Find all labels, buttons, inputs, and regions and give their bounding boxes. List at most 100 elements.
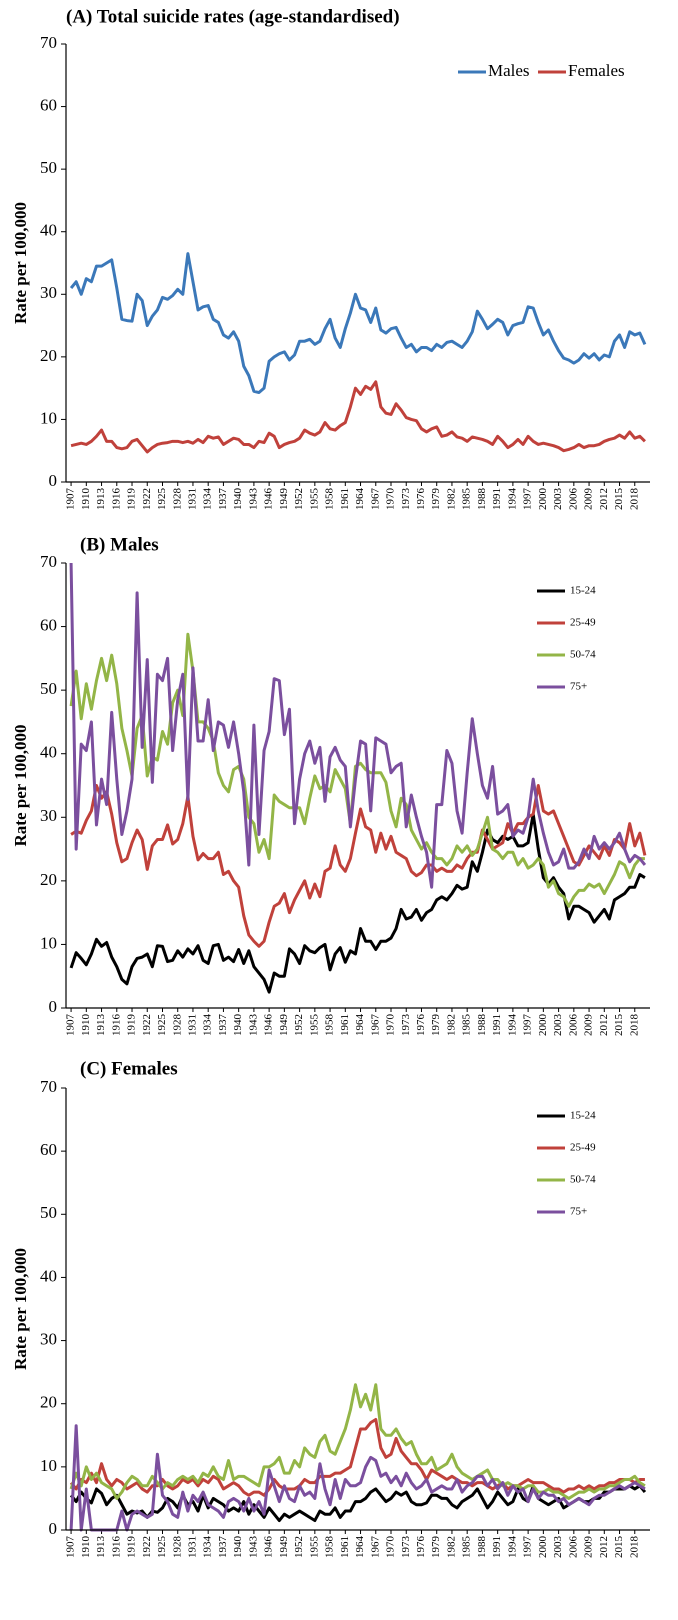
legend-label: Males: [488, 61, 530, 80]
x-tick-label: 1922: [141, 488, 153, 510]
x-tick-label: 1940: [232, 1536, 244, 1559]
y-tick-label: 0: [49, 471, 58, 490]
x-tick-label: 1955: [308, 1014, 320, 1037]
y-tick-label: 60: [40, 95, 57, 114]
y-axis-label: Rate per 100,000: [11, 725, 30, 847]
y-tick-label: 40: [40, 1266, 57, 1285]
x-tick-label: 1964: [354, 488, 366, 511]
x-tick-label: 1916: [110, 1014, 122, 1037]
x-tick-label: 1994: [506, 1536, 518, 1559]
chart-title: (C) Females: [80, 1058, 178, 1079]
x-tick-label: 2003: [552, 488, 564, 511]
x-tick-label: 1952: [293, 1536, 305, 1558]
x-tick-label: 1934: [202, 1536, 214, 1559]
x-tick-label: 1991: [491, 1014, 503, 1036]
x-tick-label: 1913: [95, 1536, 107, 1559]
x-tick-label: 1997: [522, 1536, 534, 1559]
x-tick-label: 1973: [400, 1014, 412, 1037]
y-tick-label: 70: [40, 552, 57, 571]
x-tick-label: 1988: [476, 488, 488, 511]
x-tick-label: 1994: [506, 1014, 518, 1037]
y-axis-label: Rate per 100,000: [11, 202, 30, 324]
x-tick-label: 1976: [415, 1014, 427, 1037]
y-tick-label: 30: [40, 1329, 57, 1348]
x-tick-label: 1952: [293, 488, 305, 510]
x-tick-label: 1919: [126, 1536, 138, 1559]
x-tick-label: 1922: [141, 1536, 153, 1558]
x-tick-label: 1919: [126, 1014, 138, 1037]
x-tick-label: 1970: [385, 1536, 397, 1559]
legend-label: 25-49: [570, 1142, 596, 1154]
legend-label: 15-24: [570, 585, 596, 597]
x-tick-label: 1907: [65, 488, 77, 511]
x-tick-label: 1955: [308, 488, 320, 511]
x-tick-label: 1916: [110, 1536, 122, 1559]
y-tick-label: 70: [40, 33, 57, 52]
x-tick-label: 1961: [339, 488, 351, 510]
x-tick-label: 1949: [278, 1536, 290, 1559]
x-tick-label: 1928: [171, 1014, 183, 1037]
x-tick-label: 1997: [522, 488, 534, 511]
x-tick-label: 1931: [186, 1014, 198, 1036]
series-line: [69, 252, 647, 395]
x-tick-label: 2012: [598, 1536, 610, 1558]
x-tick-label: 1970: [385, 1014, 397, 1037]
x-tick-label: 1964: [354, 1014, 366, 1037]
x-tick-label: 1994: [506, 488, 518, 511]
x-tick-label: 1934: [202, 488, 214, 511]
x-tick-label: 1958: [324, 1536, 336, 1559]
y-tick-label: 20: [40, 346, 57, 365]
x-tick-label: 2006: [567, 1014, 579, 1037]
chart-panel: (C) Females Rate per 100,000 0 10 20 30 40 50 60…: [11, 1058, 650, 1558]
x-tick-label: 1967: [369, 488, 381, 511]
x-tick-label: 2009: [583, 488, 595, 511]
x-tick-label: 1910: [80, 1014, 92, 1037]
y-tick-label: 60: [40, 1140, 57, 1159]
x-tick-label: 2015: [613, 1014, 625, 1037]
legend-label: 50-74: [570, 1174, 596, 1186]
x-tick-label: 1988: [476, 1536, 488, 1559]
legend-label: 25-49: [570, 617, 596, 629]
x-tick-label: 1928: [171, 1536, 183, 1559]
series-line: [69, 812, 646, 994]
x-tick-label: 1922: [141, 1014, 153, 1036]
y-tick-label: 10: [40, 1456, 57, 1475]
x-tick-label: 1961: [339, 1536, 351, 1558]
legend-label: 15-24: [570, 1110, 596, 1122]
x-tick-label: 1961: [339, 1014, 351, 1036]
x-tick-label: 1991: [491, 488, 503, 510]
legend-label: 50-74: [570, 649, 596, 661]
chart-title: (B) Males: [80, 534, 159, 555]
chart-panel: (A) Total suicide rates (age-standardise…: [11, 6, 650, 510]
series-line: [69, 562, 647, 889]
y-tick-label: 50: [40, 1203, 57, 1222]
y-tick-label: 0: [49, 1519, 58, 1538]
x-tick-label: 1940: [232, 1014, 244, 1037]
x-tick-label: 1934: [202, 1014, 214, 1037]
x-tick-label: 1967: [369, 1536, 381, 1559]
chart-panel: (B) Males Rate per 100,000 0 10 20 30 40 50 60 70…: [11, 534, 650, 1036]
x-tick-label: 1976: [415, 1536, 427, 1559]
x-tick-label: 1982: [445, 1536, 457, 1558]
x-tick-label: 1985: [461, 1014, 473, 1037]
x-tick-label: 2015: [613, 1536, 625, 1559]
y-tick-label: 70: [40, 1077, 57, 1096]
x-tick-label: 2000: [537, 1014, 549, 1037]
x-tick-label: 1910: [80, 1536, 92, 1559]
legend-label: Females: [568, 61, 625, 80]
x-tick-label: 1916: [110, 488, 122, 511]
x-tick-label: 2006: [567, 488, 579, 511]
x-tick-label: 1937: [217, 1536, 229, 1559]
x-tick-label: 1907: [65, 1536, 77, 1559]
x-tick-label: 1946: [263, 488, 275, 511]
x-tick-label: 1943: [247, 488, 259, 511]
x-tick-label: 1925: [156, 488, 168, 511]
x-tick-label: 1925: [156, 1536, 168, 1559]
x-tick-label: 2003: [552, 1536, 564, 1559]
y-axis-label: Rate per 100,000: [11, 1248, 30, 1370]
x-tick-label: 2000: [537, 1536, 549, 1559]
x-tick-label: 1937: [217, 488, 229, 511]
x-tick-label: 1973: [400, 1536, 412, 1559]
x-tick-label: 1958: [324, 1014, 336, 1037]
x-tick-label: 1979: [430, 1536, 442, 1559]
